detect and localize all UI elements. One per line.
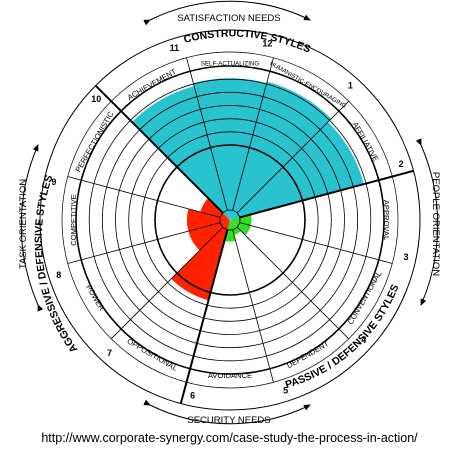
ring-2: [141, 131, 319, 309]
score-wedge-8: [188, 220, 230, 251]
ring-3: [128, 118, 332, 322]
spoke-10: [67, 222, 221, 264]
spoke-6: [236, 226, 350, 340]
hub-ring: [219, 209, 241, 231]
score-wedge-3: [230, 214, 252, 226]
sector-number-5: 5: [283, 386, 288, 396]
sector-number-9: 9: [51, 177, 56, 187]
spoke-7: [232, 229, 274, 383]
spoke-9: [110, 226, 224, 340]
score-wedge-10: [200, 198, 230, 220]
spoke-1: [186, 57, 228, 211]
score-wedge-1: [230, 81, 332, 220]
score-wedge-9: [186, 208, 230, 232]
score-wedge-4: [230, 220, 251, 236]
orientation-arrows: [20, 0, 439, 425]
sector-name-3: APPROVAL: [382, 200, 391, 240]
ring-7: [75, 65, 385, 375]
source-url: http://www.corporate-synergy.com/case-st…: [41, 431, 418, 445]
sector-number-11: 11: [170, 43, 180, 53]
sector-name-12: SELF-ACTUALIZING: [201, 61, 260, 68]
spoke-8: [179, 229, 229, 404]
sector-dividers: [67, 57, 414, 404]
spoke-4: [239, 169, 414, 219]
top-arrow-arc: [143, 0, 311, 26]
sector-name-8: POWER: [84, 283, 106, 313]
sector-number-1: 1: [348, 81, 353, 91]
sector-number-10: 10: [91, 94, 101, 104]
sector-number-3: 3: [404, 252, 409, 262]
passive-defensive-styles-label: PASSIVE / DEFENSIVE STYLES: [284, 283, 402, 391]
spoke-5: [239, 222, 393, 264]
sector-name-9: COMPETITIVE: [69, 194, 78, 245]
spoke-12: [94, 84, 224, 214]
score-wedge-11: [132, 86, 230, 221]
security-needs-label: SECURITY NEEDS: [187, 415, 270, 426]
spoke-11: [67, 176, 221, 218]
label-ring: [61, 51, 399, 389]
sector-name-10: PERFECTIONISTIC: [73, 109, 115, 173]
sector-number-7: 7: [107, 348, 112, 358]
sector-name-6: AVOIDANCE: [208, 371, 252, 380]
sector-name-2: AFFILIATIVE: [351, 120, 381, 163]
right-arrow-arc: [415, 138, 439, 306]
sector-number-2: 2: [399, 159, 404, 169]
score-wedge-5: [230, 220, 241, 235]
sector-number-8: 8: [56, 270, 61, 280]
task-orientation-label: TASK ORIENTATION: [18, 179, 29, 269]
ring-1: [154, 144, 306, 296]
score-wedge-2: [230, 122, 364, 220]
score-wedge-6: [224, 220, 236, 242]
bottom-arrow-arc: [143, 399, 311, 425]
ring-5: [101, 91, 359, 349]
left-arrow-arc: [20, 144, 44, 312]
sector-number-6: 6: [190, 390, 195, 400]
constructive-styles-label: CONSTRUCTIVE STYLES: [183, 28, 313, 56]
spoke-3: [236, 100, 350, 214]
spoke-2: [232, 57, 274, 211]
ring-6: [88, 78, 372, 362]
sector-name-7: OPPOSITIONAL: [126, 337, 179, 373]
sector-number-4: 4: [361, 335, 366, 345]
sector-number-12: 12: [262, 38, 272, 48]
people-orientation-label: PEOPLE ORIENTATION: [430, 172, 441, 276]
shaded-scores: [132, 78, 364, 301]
score-wedge-12: [193, 78, 267, 220]
ring-4: [115, 105, 345, 335]
satisfaction-needs-label: SATISFACTION NEEDS: [177, 13, 280, 24]
